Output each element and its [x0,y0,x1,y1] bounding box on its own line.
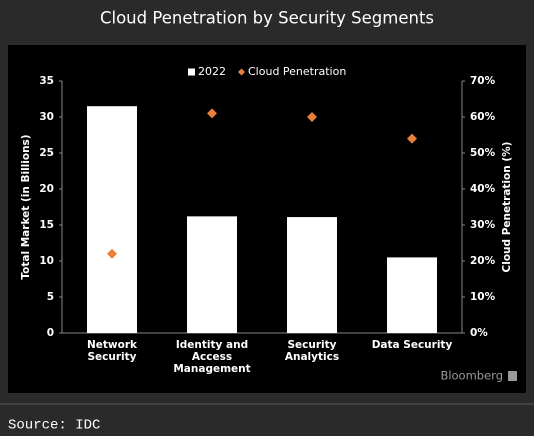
y2-tick-label: 70% [470,75,496,87]
point [307,112,317,122]
x-tick-label-box: Network Security [86,339,137,363]
watermark-icon [508,371,517,381]
x-tick-label-box: Identity and Access Management [173,339,251,375]
y2-tick-label: 0% [470,327,488,339]
y2-tick-label: 40% [470,183,496,195]
legend-label: Cloud Penetration [248,65,346,78]
y-tick-label: 25 [39,147,54,159]
y-tick-label: 30 [39,111,54,123]
x-tick-label-box: Security Analytics [284,339,340,363]
y2-tick-label: 30% [470,219,496,231]
x-tick-label: Security Analytics [284,339,340,363]
source: Source: IDC [8,418,100,434]
y2-axis-title: Cloud Penetration (%) [501,142,513,273]
x-tick-label: Identity and Access Management [173,339,251,375]
y-tick-label: 5 [47,291,54,303]
x-tick-label: Data Security [371,339,453,351]
y-tick-label: 0 [47,327,54,339]
x-tick-label-box: Data Security [371,339,453,351]
y-tick-label: 10 [39,255,54,267]
bar [187,216,237,333]
point [407,133,417,144]
bar [387,257,437,333]
y-tick-label: 20 [39,183,54,195]
y-axis-title: Total Market (in Billions) [20,134,32,279]
legend-swatch [188,68,195,76]
y-tick-label: 15 [39,219,54,231]
bar [87,106,137,333]
y-tick-label: 35 [39,75,54,87]
y2-tick-label: 10% [470,291,496,303]
point [207,108,217,119]
legend-label: 2022 [198,65,226,78]
y2-tick-label: 20% [470,255,496,267]
legend-swatch [238,68,245,76]
watermark: Bloomberg [440,369,503,383]
bar [287,217,337,333]
y2-tick-label: 50% [470,147,496,159]
point [107,248,117,259]
x-tick-label: Network Security [86,339,137,363]
chart-title: Cloud Penetration by Security Segments [100,9,434,28]
y2-tick-label: 60% [470,111,496,123]
